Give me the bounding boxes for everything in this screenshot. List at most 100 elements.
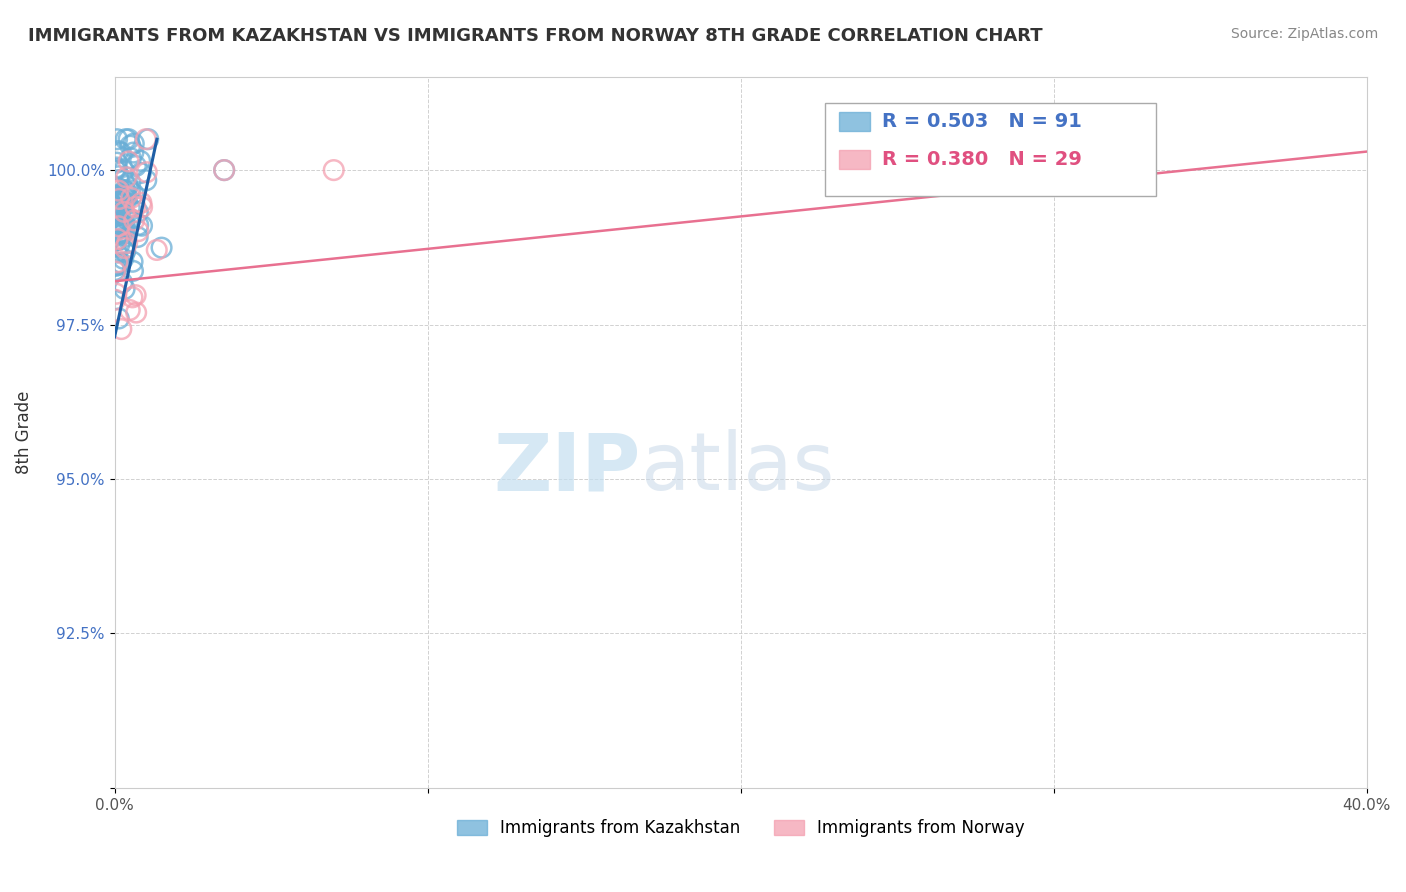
- Point: [112, 194, 135, 209]
- Point: [108, 217, 131, 231]
- Point: [108, 214, 131, 228]
- Point: [131, 200, 153, 214]
- Point: [107, 181, 129, 195]
- Point: [212, 163, 235, 178]
- Y-axis label: 8th Grade: 8th Grade: [15, 391, 32, 475]
- Point: [112, 226, 135, 240]
- Point: [112, 204, 135, 219]
- Point: [108, 207, 131, 221]
- Point: [121, 254, 143, 268]
- Point: [112, 163, 135, 178]
- Point: [129, 153, 152, 168]
- Point: [118, 183, 141, 197]
- Point: [111, 197, 134, 211]
- Point: [111, 216, 134, 230]
- Point: [135, 165, 157, 179]
- Point: [117, 178, 139, 193]
- Point: [114, 184, 136, 198]
- Point: [105, 132, 128, 146]
- Point: [111, 218, 134, 232]
- Point: [104, 219, 127, 233]
- Point: [135, 173, 157, 187]
- Point: [110, 227, 132, 242]
- Point: [107, 221, 129, 235]
- Point: [122, 145, 145, 160]
- Point: [107, 196, 129, 211]
- Point: [107, 144, 129, 158]
- Point: [107, 232, 129, 246]
- Point: [104, 224, 127, 238]
- Point: [122, 186, 145, 201]
- Point: [107, 233, 129, 247]
- Point: [108, 225, 131, 239]
- Point: [108, 189, 131, 203]
- Point: [127, 224, 149, 238]
- Point: [114, 219, 136, 234]
- Point: [145, 243, 167, 257]
- Point: [108, 237, 131, 252]
- Point: [118, 154, 141, 169]
- Point: [150, 241, 173, 255]
- Point: [120, 138, 142, 153]
- Text: R = 0.503   N = 91: R = 0.503 N = 91: [882, 112, 1081, 131]
- Point: [107, 169, 129, 184]
- Point: [107, 184, 129, 198]
- Text: ZIP: ZIP: [494, 429, 641, 508]
- Point: [122, 196, 145, 211]
- Point: [107, 173, 129, 187]
- Point: [114, 244, 136, 259]
- Point: [114, 245, 136, 260]
- Point: [127, 230, 149, 244]
- Point: [107, 311, 129, 326]
- Point: [115, 170, 138, 185]
- Point: [108, 192, 131, 206]
- Point: [104, 207, 127, 221]
- Point: [115, 235, 138, 250]
- Point: [107, 202, 129, 217]
- Point: [107, 258, 129, 272]
- Point: [105, 202, 128, 217]
- Point: [114, 187, 136, 202]
- Point: [115, 185, 138, 199]
- Point: [131, 195, 153, 210]
- Point: [112, 217, 135, 231]
- Point: [108, 257, 131, 271]
- Point: [127, 205, 149, 219]
- Point: [322, 163, 344, 178]
- Point: [105, 233, 128, 247]
- Point: [111, 276, 134, 290]
- Point: [110, 322, 132, 336]
- Legend: Immigrants from Kazakhstan, Immigrants from Norway: Immigrants from Kazakhstan, Immigrants f…: [450, 812, 1032, 844]
- Point: [124, 200, 146, 214]
- Point: [118, 303, 141, 318]
- Point: [120, 176, 142, 190]
- Point: [105, 161, 128, 175]
- Point: [120, 151, 142, 165]
- Point: [108, 191, 131, 205]
- Point: [114, 230, 136, 244]
- Point: [104, 219, 127, 233]
- Point: [122, 213, 145, 227]
- Point: [131, 219, 153, 233]
- Point: [120, 191, 142, 205]
- Point: [125, 159, 148, 173]
- Point: [107, 204, 129, 219]
- Point: [120, 212, 142, 227]
- Point: [124, 288, 146, 302]
- Point: [117, 132, 139, 146]
- Point: [110, 145, 132, 160]
- Point: [122, 136, 145, 151]
- Point: [111, 225, 134, 239]
- Text: R = 0.380   N = 29: R = 0.380 N = 29: [882, 150, 1081, 169]
- Point: [111, 195, 134, 210]
- Point: [108, 220, 131, 235]
- Point: [212, 163, 235, 178]
- Point: [104, 210, 127, 224]
- Point: [111, 194, 134, 208]
- Point: [104, 263, 127, 277]
- Point: [110, 215, 132, 229]
- Point: [104, 216, 127, 230]
- Point: [125, 305, 148, 319]
- Point: [110, 216, 132, 230]
- Point: [122, 264, 145, 278]
